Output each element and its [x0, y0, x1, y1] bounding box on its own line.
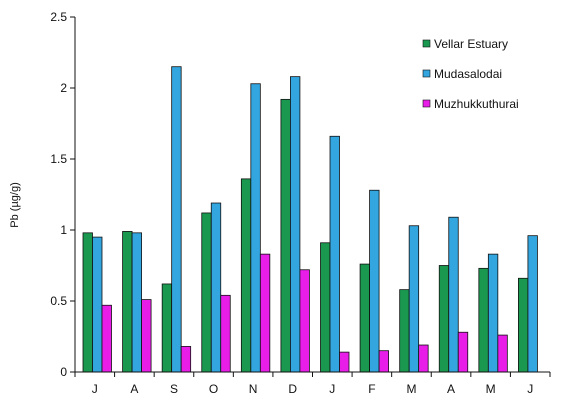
x-tick-label: D: [288, 382, 297, 396]
bar-mudasalodai-7: [369, 189, 380, 373]
bar-vellar-estuary-3: [201, 212, 212, 373]
bar-mudasalodai-10: [487, 253, 499, 373]
bar-mudasalodai-9: [448, 216, 459, 373]
bar-mudasalodai-1: [131, 232, 142, 373]
y-tick-label: 2.5: [50, 10, 67, 24]
legend-label-mudasalodai: Mudasalodai: [434, 67, 502, 81]
bar-vellar-estuary-4: [240, 178, 252, 373]
bar-muzhukkuthurai-10: [497, 334, 508, 373]
bar-mudasalodai-6: [329, 135, 340, 373]
y-tick-label: 1.5: [50, 152, 67, 166]
x-tick-label: M: [486, 382, 496, 396]
bar-vellar-estuary-1: [122, 231, 133, 373]
y-axis-label: Pb (µg/g): [9, 182, 21, 227]
bar-muzhukkuthurai-3: [220, 294, 231, 373]
x-tick-label: J: [329, 382, 335, 396]
y-tick-label: 2: [60, 81, 67, 95]
bar-muzhukkuthurai-9: [457, 331, 469, 373]
axes-group: 0 0.5 1 1.5 2 2.5 J A S O N D J F M A M J: [50, 10, 551, 396]
bar-muzhukkuthurai-4: [259, 253, 271, 373]
bar-muzhukkuthurai-1: [141, 299, 152, 373]
bar-vellar-estuary-0: [82, 232, 93, 373]
legend-swatch-muzhukkuthurai: [422, 99, 431, 108]
bar-vellar-estuary-11: [518, 277, 529, 373]
bar-mudasalodai-3: [210, 202, 222, 373]
bar-vellar-estuary-8: [399, 289, 410, 373]
bar-vellar-estuary-7: [359, 263, 370, 373]
legend: Vellar Estuary Mudasalodai Muzhukkuthurai: [422, 37, 519, 111]
bar-mudasalodai-0: [92, 236, 103, 373]
bar-vellar-estuary-9: [438, 265, 450, 373]
bar-vellar-estuary-5: [280, 98, 291, 373]
x-tick-label: F: [368, 382, 375, 396]
bar-muzhukkuthurai-6: [339, 351, 350, 373]
legend-swatch-mudasalodai: [422, 69, 431, 78]
bar-mudasalodai-8: [408, 225, 420, 373]
bar-vellar-estuary-2: [161, 283, 173, 373]
x-tick-label: J: [527, 382, 533, 396]
bar-vellar-estuary-6: [320, 242, 331, 373]
bars-group: [82, 66, 538, 373]
y-tick-label: 0: [60, 365, 67, 379]
x-tick-label: A: [447, 382, 455, 396]
legend-label-muzhukkuthurai: Muzhukkuthurai: [434, 97, 519, 111]
x-tick-label: M: [406, 382, 416, 396]
bar-muzhukkuthurai-5: [299, 269, 310, 373]
bar-muzhukkuthurai-8: [418, 344, 429, 373]
y-tick-label: 0.5: [50, 294, 67, 308]
bar-mudasalodai-2: [171, 66, 182, 373]
bar-muzhukkuthurai-2: [180, 346, 192, 373]
legend-swatch-vellar-estuary: [422, 39, 431, 48]
x-tick-label: N: [249, 382, 258, 396]
x-tick-label: S: [170, 382, 178, 396]
x-tick-label: O: [209, 382, 218, 396]
bar-muzhukkuthurai-0: [101, 304, 112, 373]
y-tick-label: 1: [60, 223, 67, 237]
bar-mudasalodai-11: [527, 235, 538, 373]
bar-vellar-estuary-10: [478, 267, 489, 373]
bar-muzhukkuthurai-7: [378, 350, 389, 373]
bar-mudasalodai-5: [290, 76, 301, 373]
bar-mudasalodai-4: [250, 83, 261, 373]
x-tick-label: J: [92, 382, 98, 396]
legend-label-vellar-estuary: Vellar Estuary: [434, 37, 508, 51]
x-tick-label: A: [130, 382, 138, 396]
